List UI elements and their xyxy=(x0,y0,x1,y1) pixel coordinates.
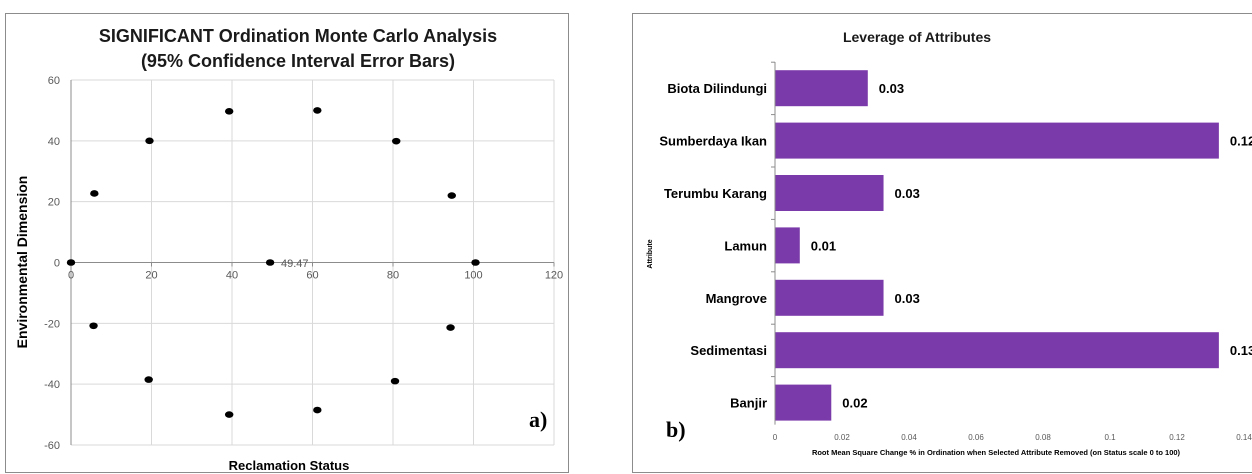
leverage-y-axis-label: Attribute xyxy=(647,239,654,268)
leverage-bars: Biota Dilindungi 0.03 Sumberdaya Ikan 0.12 T… xyxy=(659,70,1252,421)
x-tick-label: 60 xyxy=(306,270,318,282)
chart-title-line1: SIGNIFICANT Ordination Monte Carlo Analy… xyxy=(99,26,497,46)
bar-sedimentasi xyxy=(775,332,1219,369)
scatter-point xyxy=(66,259,76,266)
y-tick-label: 0 xyxy=(54,258,60,270)
bar-lamun xyxy=(775,227,800,264)
x-tick-label: 0.04 xyxy=(901,433,917,442)
category-label: Terumbu Karang xyxy=(664,186,767,201)
leverage-chart-panel: Leverage of Attributes Biota Dilindungi 0… xyxy=(632,13,1252,473)
x-tick-label: 0.12 xyxy=(1169,433,1185,442)
scatter-point xyxy=(447,192,456,199)
scatter-point xyxy=(265,259,275,266)
category-label: Sedimentasi xyxy=(690,343,767,358)
scatter-point xyxy=(390,377,400,385)
y-tick-label: -60 xyxy=(44,440,60,452)
leverage-x-axis: 0 0.02 0.04 0.06 0.08 0.1 0.12 0.14 xyxy=(771,61,1252,442)
x-tick-label: 80 xyxy=(387,270,399,282)
panel-tag-a: a) xyxy=(529,407,547,432)
category-label: Mangrove xyxy=(706,291,767,306)
scatter-point xyxy=(224,411,234,418)
scatter-point xyxy=(471,259,480,266)
panel-tag-b: b) xyxy=(666,417,686,442)
category-label: Lamun xyxy=(724,238,767,253)
origin-annotation: 49.47 xyxy=(281,258,309,270)
x-tick-label: 20 xyxy=(145,270,157,282)
scatter-point xyxy=(90,190,99,197)
ordination-gridlines xyxy=(70,79,555,446)
value-label: 0.13 xyxy=(1230,343,1252,358)
scatter-point xyxy=(446,324,455,331)
x-tick-label: 0.1 xyxy=(1104,433,1116,442)
y-axis-label: Environmental Dimension xyxy=(14,176,30,349)
value-label: 0.12 xyxy=(1230,134,1252,149)
scatter-point xyxy=(392,137,401,145)
category-label: Biota Dilindungi xyxy=(667,81,767,96)
x-tick-label: 0.08 xyxy=(1035,433,1051,442)
bar-banjir xyxy=(775,384,832,421)
scatter-point xyxy=(224,108,234,115)
x-tick-label: 0 xyxy=(68,270,74,282)
chart-title-line2: (95% Confidence Interval Error Bars) xyxy=(141,51,455,71)
scatter-point xyxy=(145,137,154,145)
category-label: Banjir xyxy=(730,396,767,411)
ordination-points xyxy=(66,107,480,418)
bar-sumberdaya-ikan xyxy=(775,122,1219,159)
leverage-x-axis-label: Root Mean Square Change % in Ordination … xyxy=(812,448,1181,457)
y-tick-label: -40 xyxy=(44,379,60,391)
leverage-chart-title: Leverage of Attributes xyxy=(843,29,991,45)
value-label: 0.01 xyxy=(811,238,836,253)
scatter-point xyxy=(313,406,322,414)
value-label: 0.03 xyxy=(895,291,920,306)
scatter-point xyxy=(89,322,98,330)
scatter-point xyxy=(313,107,322,114)
ordination-scatter-chart: SIGNIFICANT Ordination Monte Carlo Analy… xyxy=(14,26,563,473)
x-tick-label: 40 xyxy=(226,270,238,282)
x-tick-label: 0 xyxy=(773,433,778,442)
ordination-tick-labels: 0 20 40 60 80 100 120 -60 -40 -20 0 20 40 60 xyxy=(44,75,563,452)
y-tick-label: 60 xyxy=(48,75,60,87)
value-label: 0.03 xyxy=(879,81,904,96)
x-tick-label: 100 xyxy=(464,270,482,282)
y-tick-label: 40 xyxy=(48,136,60,148)
value-label: 0.02 xyxy=(842,396,867,411)
x-tick-label: 120 xyxy=(545,270,563,282)
y-tick-label: 20 xyxy=(48,197,60,209)
y-tick-label: -20 xyxy=(44,318,60,330)
bar-terumbu-karang xyxy=(775,175,884,211)
ordination-chart-panel: SIGNIFICANT Ordination Monte Carlo Analy… xyxy=(5,13,569,473)
x-tick-label: 0.14 xyxy=(1236,433,1252,442)
bar-biota-dilindungi xyxy=(775,70,868,107)
scatter-point xyxy=(144,376,153,383)
value-label: 0.03 xyxy=(895,186,920,201)
bar-mangrove xyxy=(775,279,884,316)
x-tick-label: 0.06 xyxy=(968,433,984,442)
x-tick-label: 0.02 xyxy=(834,433,850,442)
leverage-bar-chart: Leverage of Attributes Biota Dilindungi 0… xyxy=(647,29,1252,457)
category-label: Sumberdaya Ikan xyxy=(659,134,767,149)
